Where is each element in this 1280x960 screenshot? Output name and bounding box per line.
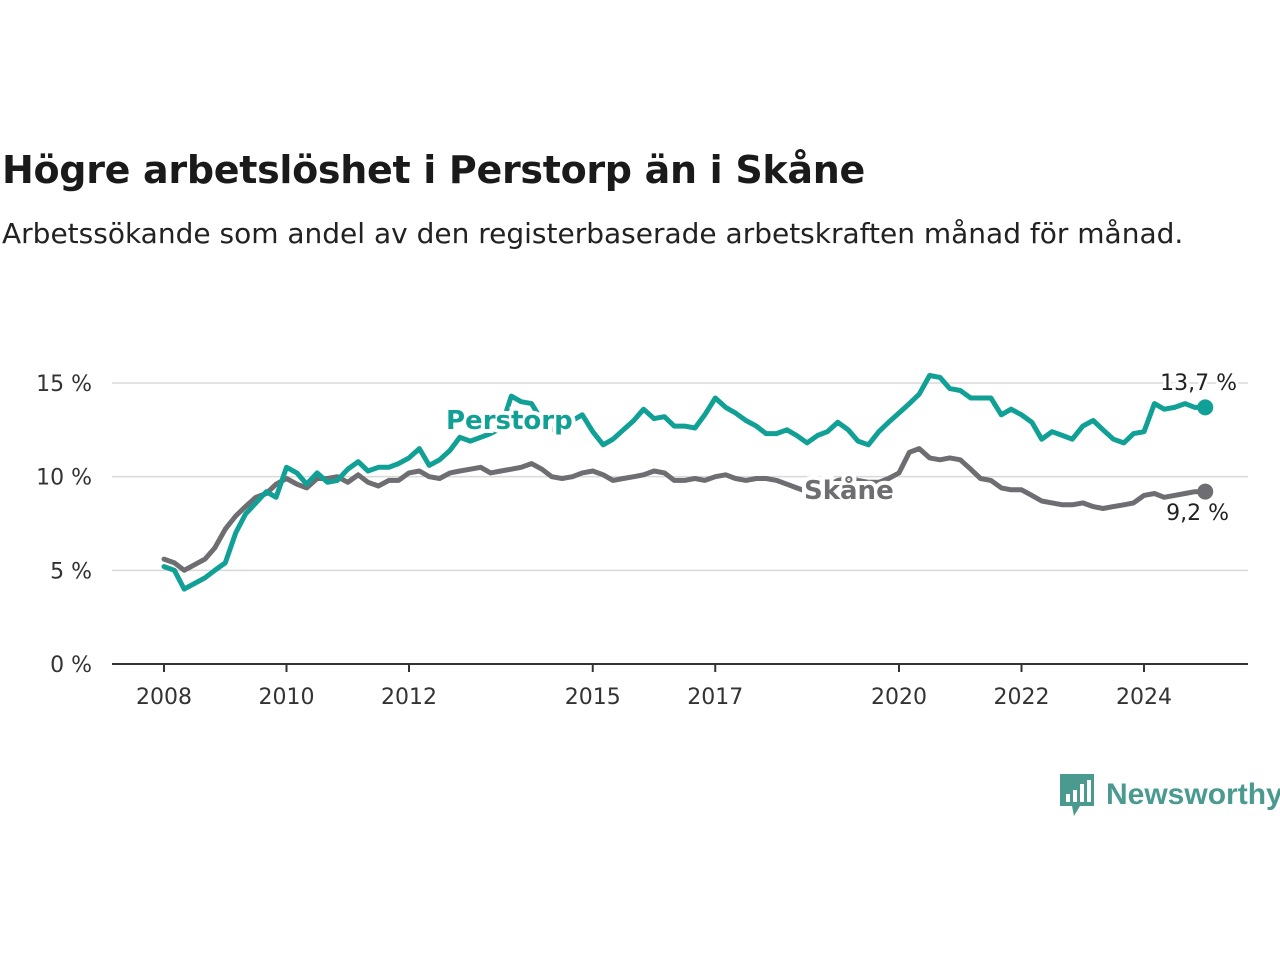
chart-title: Högre arbetslöshet i Perstorp än i Skåne <box>2 148 865 192</box>
series-line-perstorp <box>161 373 1208 592</box>
series-lines <box>161 373 1214 592</box>
x-tick-label: 2012 <box>381 685 437 710</box>
y-tick-label: 0 % <box>50 653 92 678</box>
x-tick-label: 2020 <box>871 685 927 710</box>
end-point-perstorp <box>1197 399 1214 416</box>
x-tick-label: 2008 <box>136 685 192 710</box>
end-label-perstorp: 13,7 % <box>1160 371 1237 396</box>
x-tick-label: 2022 <box>994 685 1050 710</box>
y-tick-label: 15 % <box>36 372 92 397</box>
brand-name: Newsworthy <box>1106 778 1280 811</box>
y-tick-label: 10 % <box>36 466 92 491</box>
series-line-skane <box>161 446 1208 573</box>
end-label-skane: 9,2 % <box>1166 501 1229 526</box>
x-tick-label: 2010 <box>259 685 315 710</box>
series-label-skane: Skåne <box>804 474 894 506</box>
axes: 0 % 5 % 10 % 15 % 2008 2010 2012 2015 2017 2020 20… <box>36 372 1248 710</box>
chart-subtitle: Arbetssökande som andel av den registerb… <box>2 217 1184 250</box>
series-label-perstorp: Perstorp <box>446 406 573 436</box>
x-tick-label: 2017 <box>687 685 743 710</box>
series-labels: Perstorp Skåne 13,7 % 9,2 % <box>442 368 1240 529</box>
brand-logo: Newsworthy <box>1058 772 1280 818</box>
newsworthy-logo-icon <box>1060 774 1094 816</box>
y-tick-label: 5 % <box>50 559 92 584</box>
end-point-skane <box>1197 483 1214 500</box>
x-tick-label: 2015 <box>565 685 621 710</box>
x-tick-label: 2024 <box>1116 685 1172 710</box>
